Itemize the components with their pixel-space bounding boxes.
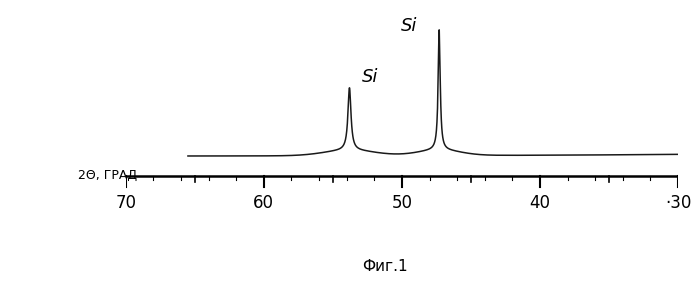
- Text: Фиг.1: Фиг.1: [361, 259, 408, 274]
- Text: 50: 50: [391, 194, 412, 212]
- Text: ·30: ·30: [665, 194, 691, 212]
- Text: Si: Si: [401, 17, 417, 35]
- Text: 40: 40: [529, 194, 551, 212]
- Text: 70: 70: [115, 194, 136, 212]
- Text: 60: 60: [253, 194, 275, 212]
- Text: Si: Si: [362, 68, 378, 86]
- Text: 2Θ, ГРАД: 2Θ, ГРАД: [78, 169, 136, 182]
